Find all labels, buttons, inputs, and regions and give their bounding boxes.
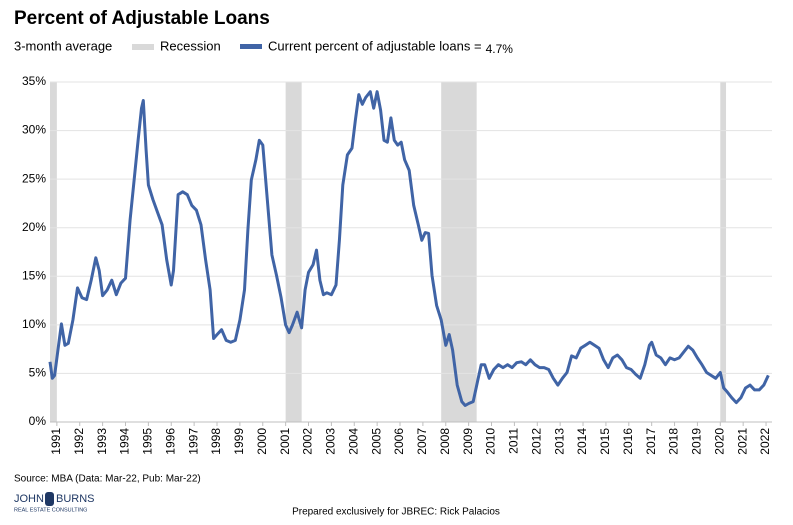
x-tick-label: 2007 (415, 428, 429, 455)
logo: JOHN BURNS REAL ESTATE CONSULTING (14, 492, 95, 513)
x-tick-label: 2011 (507, 428, 521, 454)
x-tick-label: 2010 (484, 428, 498, 455)
x-tick-label: 1996 (163, 428, 177, 455)
x-tick-label: 2019 (690, 428, 704, 455)
x-tick-label: 2021 (735, 428, 749, 455)
x-tick-label: 2012 (529, 428, 543, 455)
recession-band (720, 82, 727, 422)
x-tick-label: 1993 (95, 428, 109, 455)
logo-text: BURNS (56, 493, 95, 505)
recession-band (441, 82, 477, 422)
x-tick-label: 1994 (118, 428, 132, 455)
y-tick-label: 10% (22, 317, 46, 331)
recession-band (50, 82, 57, 422)
source: Source: MBA (Data: Mar-22, Pub: Mar-22) (14, 474, 201, 485)
logo-text: REAL ESTATE CONSULTING (14, 507, 87, 513)
x-tick-label: 1999 (232, 428, 246, 455)
x-tick-label: 1998 (209, 428, 223, 455)
x-tick-label: 2000 (255, 428, 269, 455)
x-tick-label: 2006 (392, 428, 406, 455)
logo-icon (45, 492, 54, 506)
y-tick-label: 20% (22, 220, 46, 234)
x-tick-label: 2001 (278, 428, 292, 455)
x-tick-label: 2017 (644, 428, 658, 455)
y-tick-label: 0% (29, 414, 47, 428)
x-tick-label: 2013 (552, 428, 566, 455)
x-tick-label: 2004 (346, 428, 360, 455)
chart-subtitle: 3-month average (14, 38, 112, 53)
legend-swatch (132, 44, 154, 50)
y-tick-label: 35% (22, 74, 46, 88)
data-line (48, 90, 770, 407)
x-tick-label: 2020 (712, 428, 726, 455)
logo-text: JOHN (14, 493, 44, 505)
x-tick-label: 2008 (438, 428, 452, 455)
recession-band (285, 82, 302, 422)
x-tick-label: 2009 (461, 428, 475, 455)
legend-label: Current percent of adjustable loans = (268, 38, 482, 53)
x-tick-label: 2018 (667, 428, 681, 455)
x-tick-label: 1997 (186, 428, 200, 455)
x-tick-label: 1992 (72, 428, 86, 455)
legend-label: Recession (160, 38, 221, 53)
y-tick-label: 5% (29, 366, 47, 380)
x-tick-label: 2022 (758, 428, 772, 455)
x-tick-label: 1991 (49, 428, 63, 455)
chart-title: Percent of Adjustable Loans (14, 8, 270, 29)
x-tick-label: 2015 (598, 428, 612, 455)
y-tick-label: 15% (22, 268, 46, 282)
x-tick-label: 2005 (369, 428, 383, 455)
x-tick-label: 2016 (621, 428, 635, 455)
y-tick-label: 25% (22, 171, 46, 185)
footer: Prepared exclusively for JBREC: Rick Pal… (292, 507, 500, 518)
legend-value: 4.7% (486, 42, 514, 56)
x-tick-label: 2014 (575, 428, 589, 455)
x-tick-label: 2002 (301, 428, 315, 455)
x-tick-label: 2003 (324, 428, 338, 455)
y-tick-label: 30% (22, 123, 46, 137)
x-tick-label: 1995 (141, 428, 155, 455)
legend-swatch (240, 44, 262, 49)
